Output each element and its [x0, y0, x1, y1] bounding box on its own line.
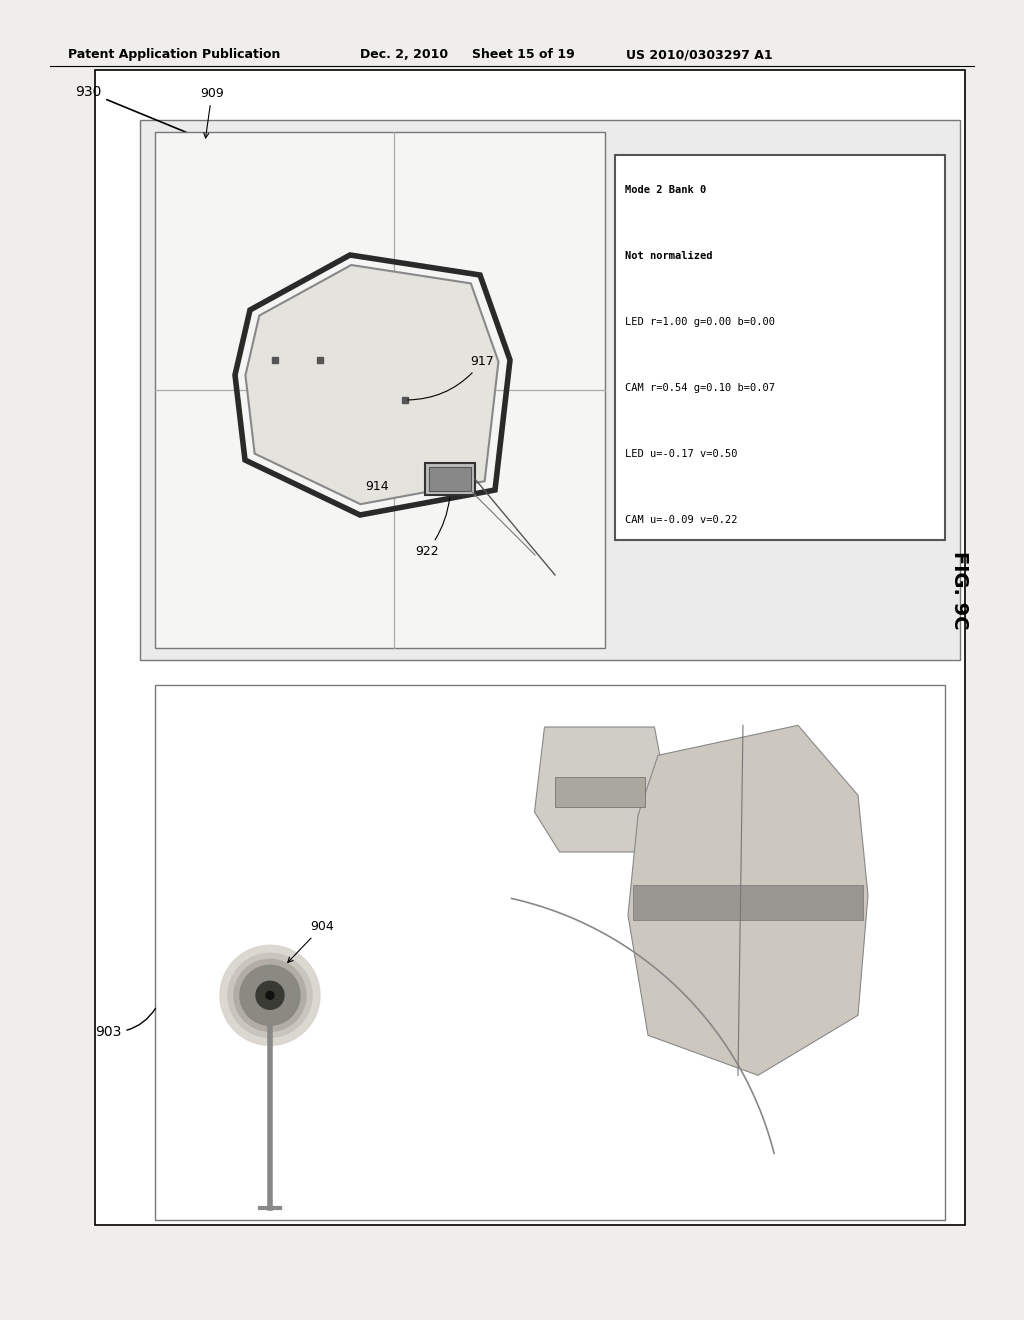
Text: 914: 914: [365, 480, 389, 492]
Polygon shape: [628, 725, 868, 1076]
Bar: [155, 132, 605, 648]
Text: 909: 909: [200, 87, 224, 139]
Text: FIG. 9C: FIG. 9C: [950, 550, 970, 630]
Bar: [155, 685, 945, 1220]
Bar: [425, 463, 475, 495]
Circle shape: [240, 965, 300, 1026]
Text: CAM u=-0.09 v=0.22: CAM u=-0.09 v=0.22: [625, 515, 737, 525]
Text: Mode 2 Bank 0: Mode 2 Bank 0: [625, 185, 707, 195]
Text: Patent Application Publication: Patent Application Publication: [68, 48, 281, 61]
Text: Dec. 2, 2010: Dec. 2, 2010: [360, 48, 449, 61]
Text: 922: 922: [415, 498, 450, 558]
Text: CAM r=0.54 g=0.10 b=0.07: CAM r=0.54 g=0.10 b=0.07: [625, 383, 775, 393]
Text: Not normalized: Not normalized: [625, 251, 713, 261]
Circle shape: [266, 991, 274, 999]
Text: 917: 917: [408, 355, 494, 400]
Circle shape: [228, 953, 312, 1038]
Bar: [615, 154, 945, 540]
Text: 930: 930: [75, 84, 201, 139]
Polygon shape: [246, 265, 499, 504]
Polygon shape: [555, 777, 644, 807]
Circle shape: [220, 945, 319, 1045]
Circle shape: [234, 960, 306, 1031]
Circle shape: [256, 981, 284, 1010]
Bar: [95, 70, 965, 1225]
Polygon shape: [535, 727, 670, 851]
Text: 903: 903: [95, 1008, 156, 1039]
Text: Sheet 15 of 19: Sheet 15 of 19: [472, 48, 574, 61]
Text: 904: 904: [288, 920, 334, 962]
Text: US 2010/0303297 A1: US 2010/0303297 A1: [626, 48, 773, 61]
Bar: [140, 120, 961, 660]
Text: LED u=-0.17 v=0.50: LED u=-0.17 v=0.50: [625, 449, 737, 459]
Text: LED r=1.00 g=0.00 b=0.00: LED r=1.00 g=0.00 b=0.00: [625, 317, 775, 327]
Bar: [429, 467, 471, 491]
Polygon shape: [633, 886, 863, 920]
